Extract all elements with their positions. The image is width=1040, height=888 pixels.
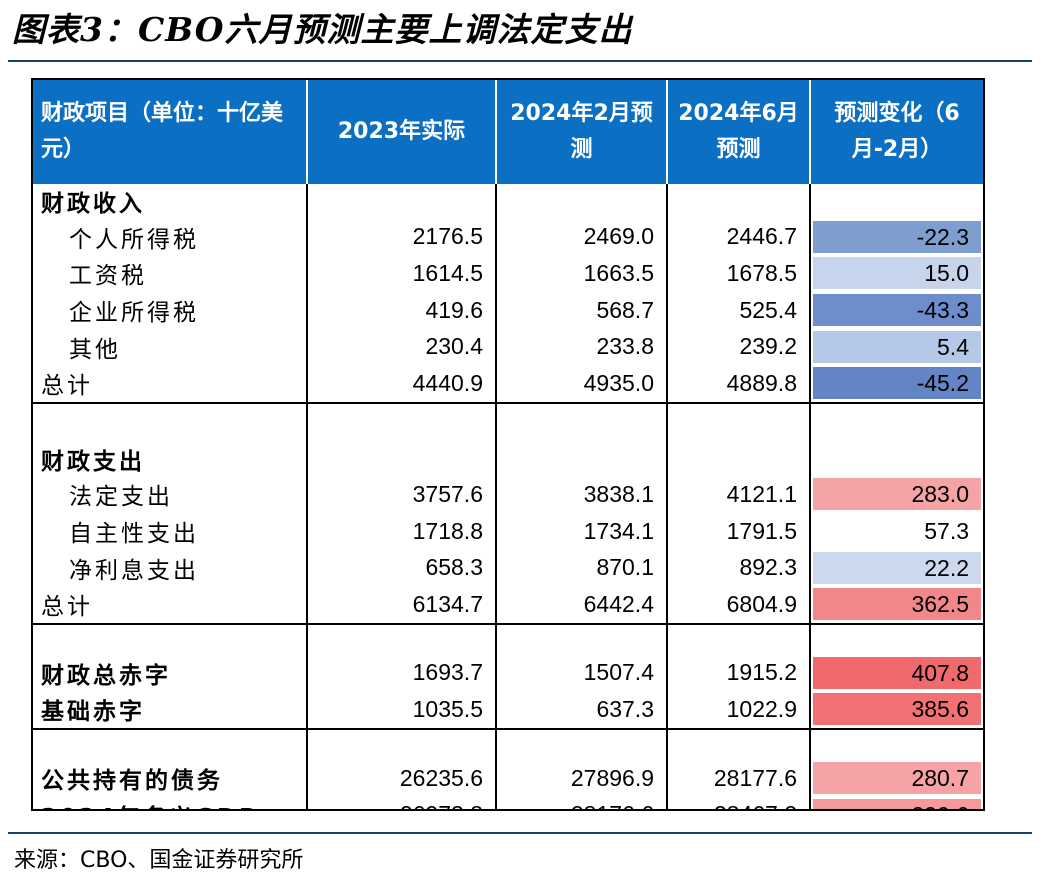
actual-2023-cell: 3757.6 <box>306 476 496 513</box>
change-cell: 15.0 <box>813 257 981 290</box>
table-row: 财政总赤字 1693.7 1507.4 1915.2 407.8 <box>33 654 983 692</box>
table-row: 公共持有的债务 26235.6 27896.9 28177.6 280.7 <box>33 759 983 797</box>
change-cell: 290.6 <box>813 798 981 809</box>
feb-2024-cell: 1507.4 <box>495 654 667 692</box>
actual-2023-cell: 6134.7 <box>306 585 496 625</box>
change-cell: 385.6 <box>813 693 981 726</box>
spacer-row <box>33 623 983 655</box>
table-row: 净利息支出 658.3 870.1 892.3 22.2 <box>33 549 983 586</box>
jun-2024-cell: 1022.9 <box>666 691 810 730</box>
table-row: 法定支出 3757.6 3838.1 4121.1 283.0 <box>33 476 983 513</box>
jun-2024-cell: 892.3 <box>666 549 810 586</box>
change-cell: 407.8 <box>813 656 981 689</box>
actual-2023-cell: 1718.8 <box>306 512 496 550</box>
header-change: 预测变化（6月-2月） <box>809 80 983 184</box>
row-label: 自主性支出 <box>69 521 199 548</box>
feb-2024-cell: 27896.9 <box>495 759 667 797</box>
section-title: 财政收入 <box>41 191 145 218</box>
jun-2024-cell: 1915.2 <box>666 654 810 692</box>
change-cell: 22.2 <box>813 551 981 584</box>
row-label: 工资税 <box>69 263 147 290</box>
feb-2024-cell: 6442.4 <box>495 585 667 625</box>
jun-2024-cell: 525.4 <box>666 291 810 329</box>
header-actual-2023: 2023年实际 <box>306 80 496 184</box>
table-row: 自主性支出 1718.8 1734.1 1791.5 57.3 <box>33 512 983 550</box>
total-row: 总计 6134.7 6442.4 6804.9 362.5 <box>33 585 983 625</box>
total-row: 总计 4440.9 4935.0 4889.8 -45.2 <box>33 364 983 404</box>
actual-2023-cell: 1614.5 <box>306 255 496 292</box>
feb-2024-cell: 3838.1 <box>495 476 667 513</box>
spacer-row <box>33 402 983 442</box>
jun-2024-cell: 1678.5 <box>666 255 810 292</box>
row-label: 企业所得税 <box>69 300 199 327</box>
actual-2023-cell: 1693.7 <box>306 654 496 692</box>
change-cell: 280.7 <box>813 762 981 795</box>
actual-2023-cell: 2176.5 <box>306 218 496 256</box>
jun-2024-cell: 4889.8 <box>666 364 810 404</box>
header-feb-2024: 2024年2月预测 <box>495 80 667 184</box>
fiscal-table-container: 财政项目（单位：十亿美元） 2023年实际 2024年2月预测 2024年6月预… <box>31 78 985 811</box>
table-row: 企业所得税 419.6 568.7 525.4 -43.3 <box>33 291 983 329</box>
header-item: 财政项目（单位：十亿美元） <box>33 80 307 184</box>
actual-2023-cell: 419.6 <box>306 291 496 329</box>
table-row: 2024年名义GDP 26973.8 28176.6 28467.2 290.6 <box>33 796 983 809</box>
bottom-rule <box>8 832 1032 834</box>
row-label: 基础赤字 <box>33 691 307 730</box>
jun-2024-cell: 4121.1 <box>666 476 810 513</box>
header-row: 财政项目（单位：十亿美元） 2023年实际 2024年2月预测 2024年6月预… <box>33 80 983 184</box>
figure-title: 图表3：CBO六月预测主要上调法定支出 <box>12 10 633 49</box>
jun-2024-cell: 2446.7 <box>666 218 810 256</box>
jun-2024-cell: 1791.5 <box>666 512 810 550</box>
table-row: 其他 230.4 233.8 239.2 5.4 <box>33 328 983 365</box>
source-note: 来源：CBO、国金证券研究所 <box>14 848 304 873</box>
change-cell: 57.3 <box>813 515 981 548</box>
spacer-row <box>33 728 983 760</box>
row-label: 其他 <box>69 336 121 363</box>
feb-2024-cell: 1734.1 <box>495 512 667 550</box>
section-title-row: 财政支出 <box>33 441 983 477</box>
row-label: 法定支出 <box>69 484 173 511</box>
change-cell: 362.5 <box>813 588 981 621</box>
row-label: 总计 <box>33 364 307 404</box>
feb-2024-cell: 568.7 <box>495 291 667 329</box>
table-row: 工资税 1614.5 1663.5 1678.5 15.0 <box>33 255 983 292</box>
actual-2023-cell: 26235.6 <box>306 759 496 797</box>
jun-2024-cell: 28467.2 <box>666 796 810 809</box>
row-label: 个人所得税 <box>69 226 199 253</box>
feb-2024-cell: 637.3 <box>495 691 667 730</box>
change-cell: -22.3 <box>813 220 981 253</box>
row-label: 财政总赤字 <box>41 662 171 689</box>
feb-2024-cell: 28176.6 <box>495 796 667 809</box>
top-rule <box>8 60 1032 62</box>
feb-2024-cell: 233.8 <box>495 328 667 365</box>
feb-2024-cell: 870.1 <box>495 549 667 586</box>
section-title: 财政支出 <box>41 448 145 475</box>
section-title-row: 财政收入 <box>33 184 983 219</box>
feb-2024-cell: 1663.5 <box>495 255 667 292</box>
row-label: 净利息支出 <box>69 557 199 584</box>
table-row: 个人所得税 2176.5 2469.0 2446.7 -22.3 <box>33 218 983 256</box>
change-cell: 283.0 <box>813 478 981 511</box>
row-label: 总计 <box>33 585 307 625</box>
change-cell: -43.3 <box>813 294 981 327</box>
feb-2024-cell: 4935.0 <box>495 364 667 404</box>
row-label: 公共持有的债务 <box>41 768 223 795</box>
jun-2024-cell: 239.2 <box>666 328 810 365</box>
actual-2023-cell: 26973.8 <box>306 796 496 809</box>
jun-2024-cell: 28177.6 <box>666 759 810 797</box>
jun-2024-cell: 6804.9 <box>666 585 810 625</box>
change-cell: -45.2 <box>813 367 981 400</box>
change-cell: 5.4 <box>813 330 981 363</box>
header-jun-2024: 2024年6月预测 <box>666 80 810 184</box>
fiscal-table: 财政项目（单位：十亿美元） 2023年实际 2024年2月预测 2024年6月预… <box>33 80 983 809</box>
actual-2023-cell: 658.3 <box>306 549 496 586</box>
actual-2023-cell: 1035.5 <box>306 691 496 730</box>
row-label: 2024年名义GDP <box>33 796 307 809</box>
table-row: 基础赤字 1035.5 637.3 1022.9 385.6 <box>33 691 983 730</box>
actual-2023-cell: 4440.9 <box>306 364 496 404</box>
actual-2023-cell: 230.4 <box>306 328 496 365</box>
feb-2024-cell: 2469.0 <box>495 218 667 256</box>
